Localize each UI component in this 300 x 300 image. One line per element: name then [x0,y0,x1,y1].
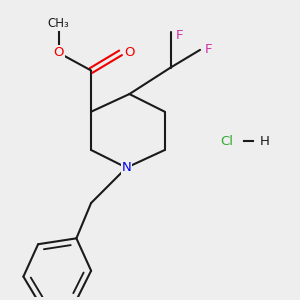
Text: CH₃: CH₃ [48,17,70,30]
Text: O: O [53,46,64,59]
Text: F: F [205,44,213,56]
Text: H: H [260,135,270,148]
Text: F: F [176,29,183,42]
Text: N: N [122,161,131,174]
Text: Cl: Cl [220,135,233,148]
Text: O: O [124,46,135,59]
